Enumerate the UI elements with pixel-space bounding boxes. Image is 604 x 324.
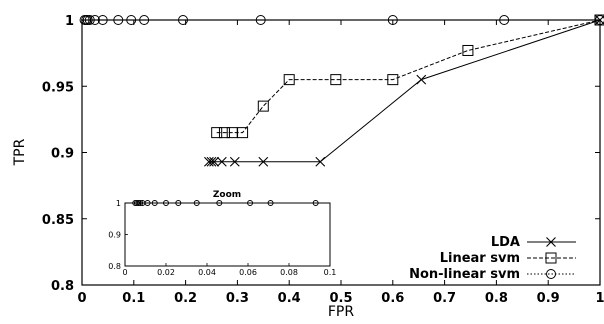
data-point-non-linear-svm <box>97 15 108 25</box>
data-point-linear-svm <box>218 127 230 139</box>
data-point-linear-svm <box>257 100 269 112</box>
x-tick-label: 1 <box>595 291 604 306</box>
y-tick-label: 0.95 <box>42 80 74 95</box>
legend-marker-linear-svm <box>545 252 557 264</box>
inset-point-non-linear-svm <box>144 200 151 206</box>
inset-frame <box>124 202 331 267</box>
legend-marker-non-linear-svm <box>546 269 556 279</box>
data-point-lda <box>206 156 217 167</box>
inset-point-non-linear-svm <box>193 200 200 206</box>
legend-marker-lda <box>546 237 556 247</box>
inset-point-non-linear-svm <box>216 200 223 206</box>
legend: LDA Linear svm Non-linear svm <box>409 235 576 282</box>
inset-x-tick-label: 0.1 <box>324 268 337 277</box>
inset-title: Zoom <box>213 190 241 200</box>
data-point-non-linear-svm <box>113 15 124 25</box>
inset-x-tick-label: 0.04 <box>198 268 216 277</box>
inset-point-non-linear-svm <box>163 200 169 206</box>
data-point-lda <box>229 156 240 167</box>
data-point-linear-svm <box>211 127 223 139</box>
y-axis-label: TPR <box>12 138 28 166</box>
inset-x-tick-label: 0.02 <box>157 268 175 277</box>
x-tick-label: 0.3 <box>226 291 249 306</box>
x-tick-label: 0.5 <box>329 291 352 306</box>
x-tick-label: 0.4 <box>278 291 301 306</box>
y-tick-label: 1 <box>65 14 74 29</box>
data-point-lda <box>204 156 214 167</box>
data-point-non-linear-svm <box>178 15 189 25</box>
data-point-lda <box>416 74 427 85</box>
y-tick-label: 0.8 <box>51 279 74 294</box>
inset-x-tick-label: 0 <box>122 268 127 277</box>
series-line-linear-svm <box>216 19 601 134</box>
data-point-linear-svm <box>283 74 295 86</box>
x-tick-label: 0.2 <box>174 291 197 306</box>
inset-y-tick-label: 1 <box>116 199 121 208</box>
legend-label-non-linear-svm: Non-linear svm <box>409 267 520 282</box>
data-point-linear-svm <box>462 44 474 56</box>
data-point-non-linear-svm <box>139 15 150 25</box>
inset-y-tick-label: 0.9 <box>108 231 121 240</box>
data-point-linear-svm <box>237 127 249 139</box>
inset-point-non-linear-svm <box>247 200 254 206</box>
x-tick-label: 0.6 <box>381 291 404 306</box>
data-point-linear-svm <box>387 74 399 86</box>
legend-label-linear-svm: Linear svm <box>440 251 520 266</box>
data-point-non-linear-svm <box>126 15 137 25</box>
zoom-inset: Zoom 0 0.02 0.04 0.06 0.08 0.1 0.8 0.9 1 <box>108 190 336 277</box>
x-tick-label: 0 <box>77 291 86 306</box>
data-point-lda <box>315 156 326 167</box>
data-point-lda <box>216 156 227 167</box>
inset-point-non-linear-svm <box>312 200 319 206</box>
data-point-non-linear-svm <box>387 15 398 25</box>
inset-x-tick-label: 0.06 <box>239 268 257 277</box>
y-tick-label: 0.85 <box>42 213 74 228</box>
x-tick-label: 0.1 <box>122 291 145 306</box>
series-line-lda <box>208 19 601 163</box>
inset-point-non-linear-svm <box>137 200 144 206</box>
data-point-lda <box>209 156 219 167</box>
inset-point-non-linear-svm <box>267 200 274 206</box>
data-point-linear-svm <box>330 74 342 86</box>
x-tick-label: 0.7 <box>433 291 456 306</box>
main-ticks: 0 0.1 0.2 0.3 0.4 0.5 0.6 0.7 0.8 0.9 10.80.850.90… <box>42 14 604 306</box>
data-point-lda <box>258 156 269 167</box>
data-point-non-linear-svm <box>84 15 95 25</box>
y-tick-label: 0.9 <box>51 147 74 162</box>
legend-label-lda: LDA <box>491 235 520 250</box>
inset-point-non-linear-svm <box>151 200 158 206</box>
data-point-non-linear-svm <box>499 15 510 25</box>
x-axis-label: FPR <box>328 304 354 320</box>
x-tick-label: 0.8 <box>485 291 508 306</box>
inset-ticks: 0 0.02 0.04 0.06 0.08 0.1 0.8 0.9 1 <box>108 199 336 277</box>
data-point-non-linear-svm <box>89 15 100 25</box>
inset-x-tick-label: 0.08 <box>280 268 298 277</box>
main-series <box>79 14 604 167</box>
inset-y-tick-label: 0.8 <box>108 262 121 271</box>
x-tick-label: 0.9 <box>537 291 560 306</box>
data-point-non-linear-svm <box>255 15 266 25</box>
data-point-non-linear-svm <box>595 15 604 25</box>
inset-point-non-linear-svm <box>175 200 182 206</box>
legend-samples <box>527 237 576 279</box>
inset-series <box>132 200 319 206</box>
